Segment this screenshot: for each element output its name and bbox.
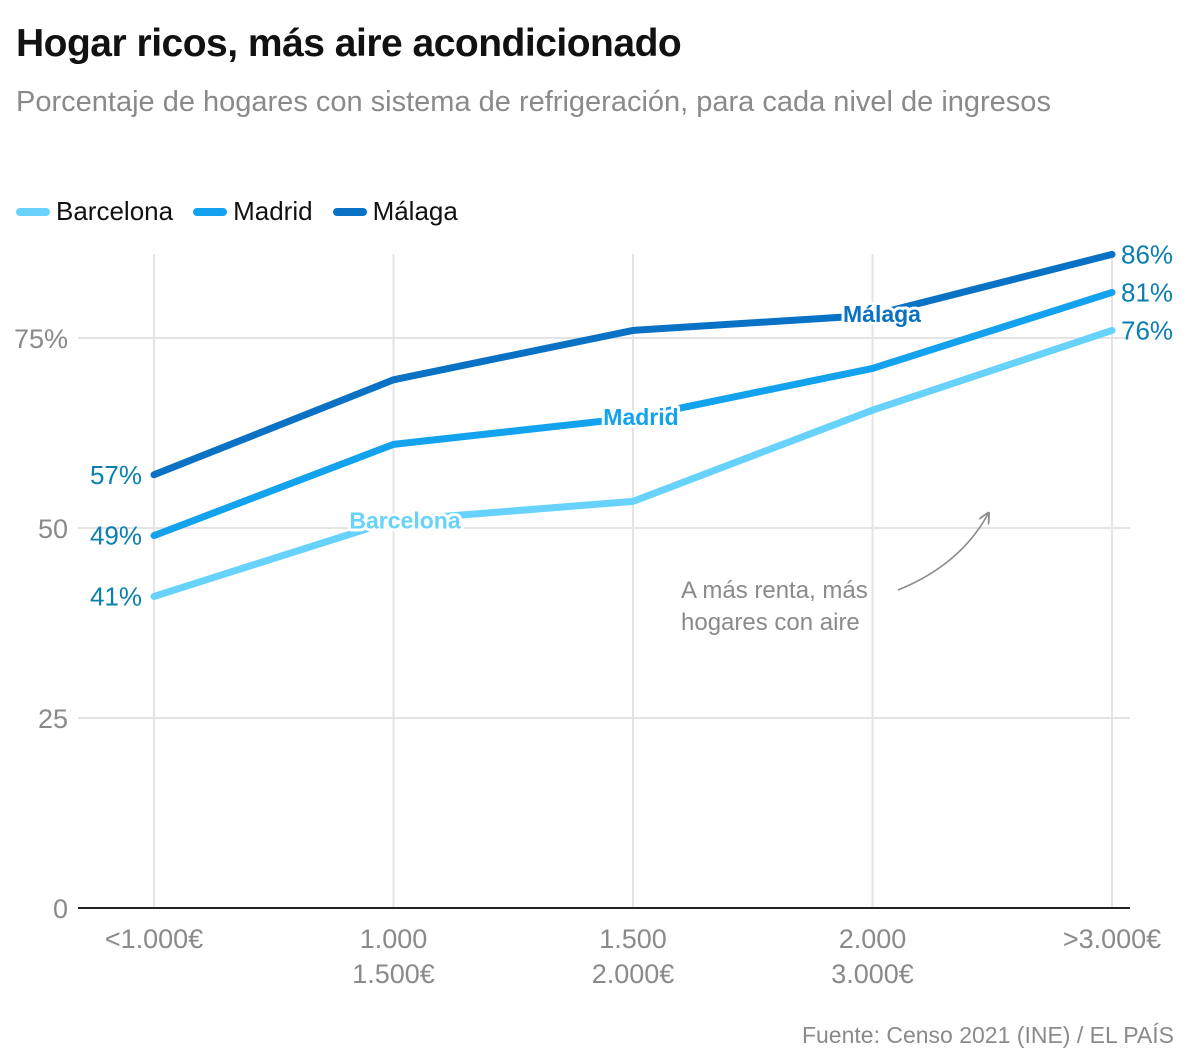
chart-subtitle: Porcentaje de hogares con sistema de ref… <box>16 86 1051 118</box>
x-tick-label: 2.000€ <box>592 959 675 989</box>
axes: 0 25 50 75% <1.000€ 1.000 1.500€ 1.500 2.000€ 2.0… <box>14 324 1161 989</box>
legend-item-malaga: Málaga <box>332 196 458 227</box>
legend-swatch-madrid <box>193 207 228 216</box>
x-tick-label: 1.000 <box>360 924 428 954</box>
y-tick-label: 75% <box>14 324 68 354</box>
legend: Barcelona Madrid Málaga <box>16 196 458 227</box>
end-value-label: 76% <box>1121 315 1173 345</box>
y-tick-label: 25 <box>38 704 68 734</box>
legend-label-barcelona: Barcelona <box>56 196 174 226</box>
start-value-label: 57% <box>90 460 142 490</box>
annotation-line-2: hogares con aire <box>681 609 860 636</box>
legend-swatch-malaga <box>332 207 367 216</box>
data-labels: 41% 76% 49% 81% 57% 86% Barcelona Madrid Málaga <box>90 239 1173 611</box>
x-tick-label: >3.000€ <box>1063 924 1161 954</box>
x-tick-label: 1.500€ <box>352 959 435 989</box>
legend-swatch-barcelona <box>16 207 50 216</box>
annotation-line-1: A más renta, más <box>681 577 868 604</box>
y-tick-label: 0 <box>53 894 68 924</box>
series-label-barcelona: Barcelona <box>349 507 460 533</box>
end-value-label: 86% <box>1121 239 1173 269</box>
chart-title: Hogar ricos, más aire acondicionado <box>16 22 682 65</box>
start-value-label: 41% <box>90 581 142 611</box>
series-label-madrid: Madrid <box>603 404 678 430</box>
x-tick-label: <1.000€ <box>105 924 203 954</box>
annotation: A más renta, más hogares con aire <box>681 514 988 636</box>
x-tick-label: 1.500 <box>599 924 667 954</box>
legend-item-madrid: Madrid <box>193 196 313 227</box>
y-tick-label: 50 <box>38 514 68 544</box>
x-tick-label: 3.000€ <box>831 959 914 989</box>
grid <box>78 254 1130 908</box>
start-value-label: 49% <box>90 521 142 551</box>
series-lines <box>150 250 1116 600</box>
legend-label-madrid: Madrid <box>233 196 313 226</box>
series-line-barcelona <box>150 326 1116 600</box>
legend-item-barcelona: Barcelona <box>16 196 173 227</box>
series-line-málaga <box>150 250 1116 479</box>
series-label-málaga: Málaga <box>843 301 921 327</box>
end-value-label: 81% <box>1121 277 1173 307</box>
series-line-madrid <box>150 288 1116 540</box>
x-tick-label: 2.000 <box>839 924 907 954</box>
source-note: Fuente: Censo 2021 (INE) / EL PAÍS <box>801 1022 1174 1048</box>
annotation-arrow <box>897 514 988 591</box>
legend-label-malaga: Málaga <box>372 196 458 226</box>
